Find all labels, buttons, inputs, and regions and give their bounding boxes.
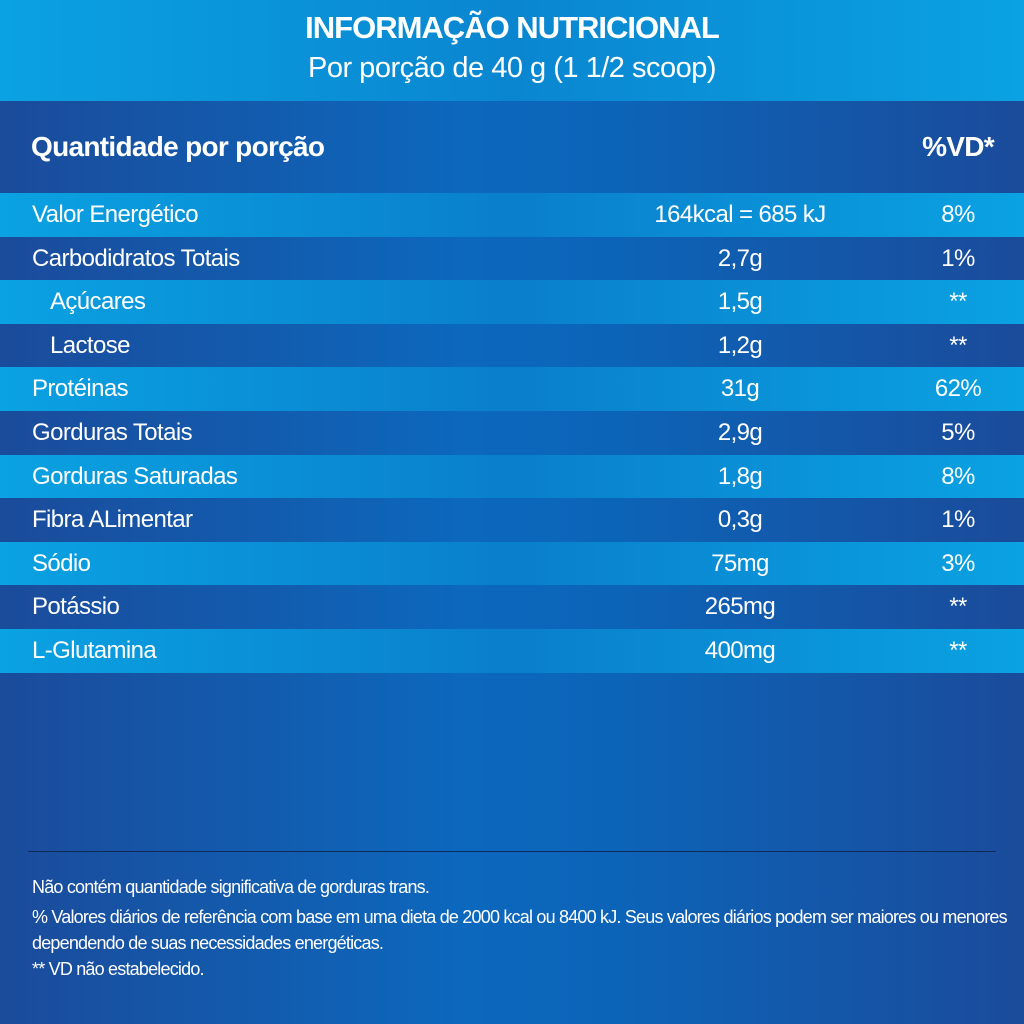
nutrient-dv: 3%: [941, 549, 975, 577]
footnotes: Não contém quantidade significativa de g…: [32, 872, 1008, 984]
nutrient-name: Potássio: [32, 593, 120, 621]
nutrient-name: Sódio: [32, 549, 91, 577]
nutrient-dv: 8%: [941, 201, 975, 228]
table-row: Lactose 1,2g **: [0, 324, 1024, 368]
table-row: Protéinas 31g 62%: [0, 367, 1024, 411]
nutrient-dv: 8%: [941, 462, 975, 490]
nutrient-amount: 2,7g: [717, 244, 763, 272]
nutrient-dv: 62%: [934, 375, 982, 403]
table-row: Açúcares 1,5g **: [0, 280, 1024, 324]
nutrient-amount: 31g: [720, 375, 760, 403]
nutrient-amount: 1,8g: [717, 462, 763, 490]
nutrient-name: L-Glutamina: [32, 636, 157, 664]
nutrient-amount: 400mg: [704, 636, 776, 664]
footnote: ** VD não estabelecido.: [32, 959, 205, 979]
nutrient-name: Valor Energético: [32, 201, 199, 228]
nutrient-dv: **: [949, 636, 967, 664]
table-row: Gorduras Saturadas 1,8g 8%: [0, 454, 1024, 499]
nutrient-amount: 0,3g: [717, 506, 763, 534]
nutrient-dv: **: [949, 593, 967, 621]
table-row: Gorduras Totais 2,9g 5%: [0, 411, 1024, 455]
divider: [28, 851, 996, 852]
nutrition-table: Valor Energético 164kcal = 685 kJ 8% Carbod…: [0, 193, 1024, 673]
nutrient-dv: **: [949, 331, 967, 359]
footnote: % Valores diários de referência com base…: [32, 907, 1008, 927]
quantity-header: Quantidade por porção: [31, 131, 325, 162]
table-row: Sódio 75mg 3%: [0, 541, 1024, 586]
nutrient-amount: 2,9g: [717, 418, 763, 446]
nutrient-dv: **: [949, 288, 967, 316]
nutrient-name: Carbodidratos Totais: [32, 244, 240, 272]
footnote: Não contém quantidade significativa de g…: [32, 877, 430, 897]
nutrient-name: Lactose: [50, 331, 130, 359]
title-banner: INFORMAÇÃO NUTRICIONAL Por porção de 40 …: [0, 0, 1024, 101]
table-row: Carbodidratos Totais 2,7g 1%: [0, 237, 1024, 281]
table-row: L-Glutamina 400mg **: [0, 628, 1024, 673]
nutrient-amount: 265mg: [704, 593, 776, 621]
nutrient-amount: 1,5g: [717, 288, 763, 316]
page-title: INFORMAÇÃO NUTRICIONAL: [305, 10, 720, 45]
table-row: Fibra ALimentar 0,3g 1%: [0, 498, 1024, 542]
dv-header: %VD*: [922, 131, 995, 162]
nutrient-name: Protéinas: [32, 375, 129, 403]
nutrient-dv: 1%: [941, 244, 975, 272]
table-header: Quantidade por porção %VD*: [0, 101, 1024, 193]
nutrient-amount: 164kcal = 685 kJ: [654, 201, 826, 228]
serving-size: Por porção de 40 g (1 1/2 scoop): [308, 52, 716, 84]
nutrient-name: Gorduras Totais: [32, 418, 193, 446]
nutrient-name: Gorduras Saturadas: [32, 462, 238, 490]
footnote: dependendo de suas necessidades energéti…: [32, 933, 384, 953]
nutrient-amount: 1,2g: [717, 331, 763, 359]
table-row: Valor Energético 164kcal = 685 kJ 8%: [0, 193, 1024, 237]
nutrient-dv: 1%: [941, 506, 975, 534]
nutrient-name: Fibra ALimentar: [32, 506, 193, 534]
nutrient-amount: 75mg: [711, 549, 769, 577]
nutrient-name: Açúcares: [50, 288, 146, 316]
table-row: Potássio 265mg **: [0, 585, 1024, 629]
nutrient-dv: 5%: [941, 418, 975, 446]
